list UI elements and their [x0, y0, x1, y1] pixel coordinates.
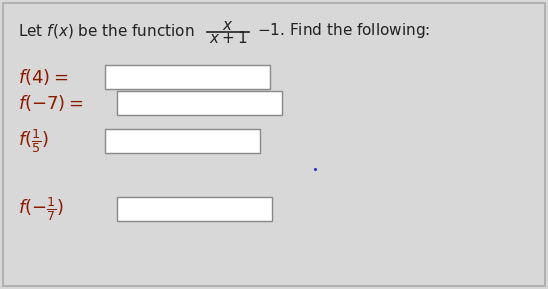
- Bar: [105, 129, 260, 153]
- Text: $- 1$. Find the following:: $- 1$. Find the following:: [257, 21, 430, 40]
- Bar: [117, 91, 282, 115]
- Bar: [117, 197, 272, 221]
- Text: Let $f(x)$ be the function: Let $f(x)$ be the function: [18, 22, 195, 40]
- Text: $x$: $x$: [222, 18, 234, 34]
- Text: $f(-7) =$: $f(-7) =$: [18, 93, 83, 113]
- Text: $f(4) =$: $f(4) =$: [18, 67, 68, 87]
- Text: $x+1$: $x+1$: [209, 30, 247, 46]
- Text: $f(-\frac{1}{7})$: $f(-\frac{1}{7})$: [18, 195, 64, 223]
- Text: $f(\frac{1}{5})$: $f(\frac{1}{5})$: [18, 127, 49, 155]
- FancyBboxPatch shape: [3, 3, 545, 286]
- Bar: [105, 65, 270, 89]
